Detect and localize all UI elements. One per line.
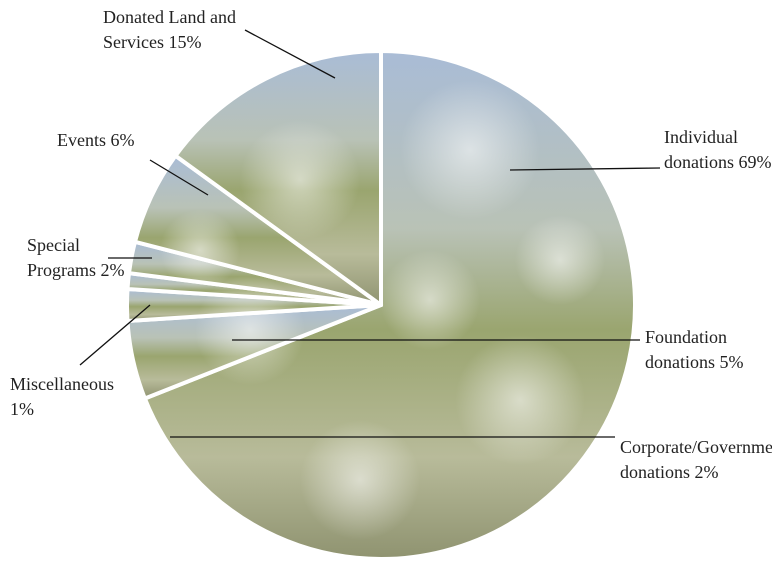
value-label: 1% xyxy=(10,399,34,419)
value-label: 6% xyxy=(110,130,135,150)
value-label: 2% xyxy=(694,462,719,482)
value-label: 69% xyxy=(738,152,772,172)
category-name: Individual donations xyxy=(664,127,738,172)
slice-label: Events 6% xyxy=(57,128,167,153)
leader-line xyxy=(509,167,661,171)
category-name: Foundation donations xyxy=(645,327,728,372)
leader-line xyxy=(79,304,151,366)
category-name: Special Programs xyxy=(27,235,96,280)
category-name: Events xyxy=(57,130,106,150)
leader-line xyxy=(149,159,209,196)
leader-line xyxy=(244,29,336,79)
category-name: Miscellaneous xyxy=(10,374,114,394)
slice-label: Corporate/Government donations 2% xyxy=(620,435,772,485)
slice-label: Foundation donations 5% xyxy=(645,325,770,375)
value-label: 15% xyxy=(168,32,202,52)
slice-label: Individual donations 69% xyxy=(664,125,772,175)
slice-label: Donated Land and Services 15% xyxy=(103,5,243,55)
value-label: 2% xyxy=(100,260,125,280)
slice-label: Miscellaneous 1% xyxy=(10,372,140,422)
category-name: Donated Land and Services xyxy=(103,7,236,52)
slice-label: Special Programs 2% xyxy=(27,233,127,283)
category-name: Corporate/Government donations xyxy=(620,437,772,482)
value-label: 5% xyxy=(719,352,744,372)
